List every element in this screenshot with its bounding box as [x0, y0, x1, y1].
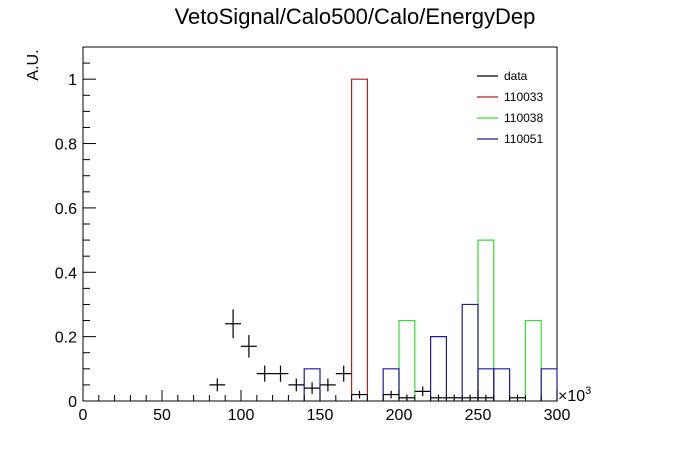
legend-entry-data: data: [477, 69, 528, 83]
data-point: [509, 394, 526, 401]
legend-label: data: [504, 69, 528, 83]
legend-label: 110033: [504, 90, 543, 104]
x-tick-label: 0: [79, 407, 88, 424]
data-point: [225, 309, 241, 339]
y-tick-label: 0.2: [55, 330, 77, 347]
x-tick-label: 200: [386, 407, 413, 424]
data-point: [304, 382, 320, 394]
series-110033: [351, 78, 368, 401]
data-point: [399, 394, 415, 401]
y-tick-label: 0.4: [55, 265, 77, 282]
y-tick-label: 0: [68, 394, 77, 411]
chart-title: VetoSignal/Calo500/Calo/EnergyDep: [175, 4, 536, 29]
legend: data 110033 110038 110051: [477, 69, 543, 146]
histogram-bin: [524, 319, 542, 401]
data-point: [335, 365, 352, 382]
legend-entry-110033: 110033: [477, 90, 543, 104]
histogram-bin: [461, 303, 479, 401]
plot-frame: [82, 46, 558, 402]
x-tick-label: 250: [465, 407, 492, 424]
x-tick-label: 150: [307, 407, 334, 424]
data-point: [462, 394, 478, 401]
legend-entry-110038: 110038: [477, 111, 543, 125]
y-axis-label: A.U.: [25, 49, 42, 80]
data-point: [209, 378, 226, 392]
histogram-bin: [351, 78, 368, 401]
data-point: [272, 365, 289, 382]
histogram-bin: [493, 368, 511, 401]
data-point: [351, 390, 368, 399]
data-point: [478, 394, 494, 401]
histogram-bin: [477, 239, 495, 401]
data-point: [256, 365, 273, 382]
y-tick-label: 1: [68, 72, 77, 89]
series-layer: [209, 78, 558, 401]
histogram-bin: [398, 319, 416, 401]
x-tick-label: 100: [228, 407, 255, 424]
data-point: [320, 378, 336, 392]
x-tick-label: 50: [153, 407, 171, 424]
series-110038: [398, 239, 542, 401]
data-point: [383, 390, 399, 399]
histogram-bin: [540, 368, 558, 401]
series-data: [209, 309, 526, 401]
y-tick-label: 0.6: [55, 201, 77, 218]
data-point: [430, 394, 447, 401]
data-point: [288, 378, 305, 392]
y-tick-label: 0.8: [55, 137, 77, 154]
axes-layer: 0 50 100 150 200 250 300 0 0.2 0.4 0.6 0.8 1: [55, 46, 571, 424]
histogram-bin: [430, 336, 447, 401]
legend-entry-110051: 110051: [477, 132, 543, 146]
data-point: [241, 335, 257, 358]
series-110051: [303, 303, 558, 401]
x-axis-exponent-label: ×103: [558, 385, 591, 405]
x-exponent-power: 3: [585, 385, 591, 397]
data-point: [414, 386, 431, 397]
data-point: [446, 394, 463, 401]
x-tick-label: 300: [544, 407, 571, 424]
legend-label: 110038: [504, 111, 543, 125]
x-exponent-base: ×10: [558, 388, 585, 405]
legend-label: 110051: [504, 132, 543, 146]
histogram-bin: [382, 368, 400, 401]
